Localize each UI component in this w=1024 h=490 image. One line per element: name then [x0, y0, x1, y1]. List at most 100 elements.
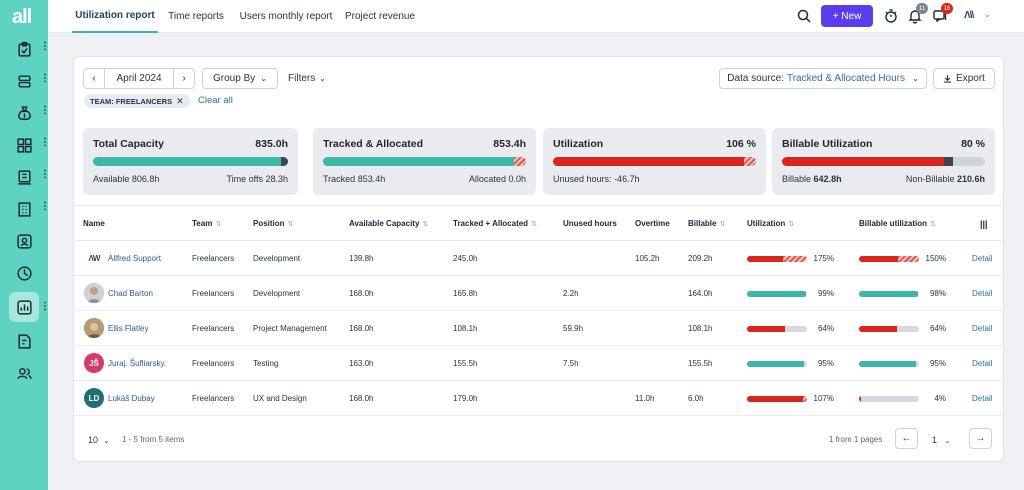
page-size-select[interactable]: 10 ⌄ — [88, 435, 109, 445]
tab-time-reports[interactable]: Time reports — [168, 11, 224, 22]
previous-page-button[interactable]: ← — [895, 428, 918, 449]
non-billable-marker — [944, 157, 953, 166]
summary-right-label: Time offs — [226, 174, 263, 184]
search-icon[interactable] — [795, 7, 813, 25]
data-source-dropdown[interactable]: Data source: Tracked & Allocated Hours ⌄ — [719, 68, 927, 89]
column-header-name[interactable]: Name — [83, 219, 105, 228]
sidebar-item-time[interactable] — [9, 258, 39, 288]
chat-icon[interactable]: 16 — [931, 3, 953, 25]
new-button[interactable]: + New — [821, 5, 873, 27]
team-cell: Freelancers — [192, 254, 235, 263]
more-icon[interactable]: ⋮ — [40, 73, 50, 84]
previous-month-button[interactable]: ‹ — [83, 68, 105, 89]
user-name-link[interactable]: Allfred Support — [108, 254, 161, 263]
billable-utilization-bar — [859, 291, 919, 297]
column-label: Team — [192, 219, 213, 228]
stopwatch-icon[interactable] — [882, 7, 900, 25]
available-segment — [93, 157, 282, 166]
filters-label: Filters — [288, 73, 316, 84]
billable-utilization-percent: 95% — [929, 359, 946, 368]
more-icon[interactable]: ⋮ — [40, 169, 50, 180]
group-by-label: Group By — [213, 73, 256, 84]
tab-users-monthly-report[interactable]: Users monthly report — [239, 11, 333, 22]
table-row[interactable]: LD Lukáš Dubay Freelancers UX and Design… — [74, 381, 1003, 416]
more-icon[interactable]: ⋮ — [40, 301, 50, 312]
sidebar-item-documents[interactable] — [9, 326, 39, 356]
team-cell: Freelancers — [192, 359, 235, 368]
chevron-down-icon: ⌄ — [260, 74, 267, 83]
tab-project-revenue[interactable]: Project revenue — [344, 11, 416, 22]
column-header-team[interactable]: Team ⇅ — [192, 219, 221, 228]
tab-utilization-report[interactable]: Utilization report — [72, 0, 158, 33]
time-off-segment — [281, 157, 288, 166]
position-cell: Project Management — [253, 324, 327, 333]
bell-icon[interactable]: 11 — [906, 3, 928, 25]
table-row[interactable]: Ellis Flatley Freelancers Project Manage… — [74, 311, 1003, 346]
pages-count: 1 from 1 pages — [829, 435, 883, 444]
billable-cell: 108.1h — [688, 324, 713, 333]
billable-bar — [782, 157, 985, 166]
next-page-button[interactable]: → — [969, 428, 992, 449]
invoice-icon — [17, 169, 31, 185]
detail-link[interactable]: Detail — [972, 254, 993, 263]
chevron-down-icon[interactable]: ⌄ — [984, 10, 991, 19]
more-icon[interactable]: ⋮ — [40, 137, 50, 148]
detail-link[interactable]: Detail — [972, 394, 993, 403]
filters-dropdown[interactable]: Filters ⌄ — [284, 68, 330, 89]
sidebar-item-tasks[interactable] — [9, 34, 39, 64]
column-header-position[interactable]: Position ⇅ — [253, 219, 293, 228]
column-header-utilization[interactable]: Utilization ⇅ — [747, 219, 794, 228]
sort-icon: ⇅ — [215, 221, 222, 228]
more-icon[interactable]: ⋮ — [40, 41, 50, 52]
sidebar-item-invoices[interactable] — [9, 162, 39, 192]
detail-link[interactable]: Detail — [972, 289, 993, 298]
user-name-link[interactable]: Juraj. Šufliarsky. — [108, 359, 167, 368]
avatar: ΛW — [84, 248, 104, 268]
table-row[interactable]: JŠ Juraj. Šufliarsky. Freelancers Testin… — [74, 346, 1003, 381]
detail-link[interactable]: Detail — [972, 324, 993, 333]
user-name-link[interactable]: Lukáš Dubay — [108, 394, 155, 403]
user-name-link[interactable]: Chad Barton — [108, 289, 153, 298]
sidebar-item-buildings[interactable] — [9, 194, 39, 224]
close-icon[interactable]: ✕ — [176, 95, 184, 106]
summary-left-label: Tracked — [323, 174, 356, 184]
period-picker[interactable]: April 2024 — [104, 68, 174, 89]
more-icon[interactable]: ⋮ — [40, 105, 50, 116]
bar-chart-icon — [16, 299, 32, 315]
utilization-percent: 107% — [813, 394, 834, 403]
sidebar-item-users[interactable] — [9, 358, 39, 388]
team-cell: Freelancers — [192, 324, 235, 333]
sidebar-item-reports[interactable] — [9, 292, 39, 322]
column-header-tracked-allocated[interactable]: Tracked + Allocated ⇅ — [453, 219, 537, 228]
position-cell: UX and Design — [253, 394, 307, 403]
user-name-link[interactable]: Ellis Flatley — [108, 324, 149, 333]
sidebar-item-people[interactable] — [9, 226, 39, 256]
sidebar-item-finance[interactable] — [9, 98, 39, 128]
sidebar-item-dashboard[interactable] — [9, 130, 39, 160]
filter-chip-team[interactable]: TEAM: FREELANCERS ✕ — [84, 94, 190, 108]
next-month-button[interactable]: › — [173, 68, 195, 89]
column-label: Available Capacity — [349, 219, 420, 228]
column-settings-icon[interactable]: ||| — [980, 219, 988, 229]
table-row[interactable]: Chad Barton Freelancers Development 168.… — [74, 276, 1003, 311]
column-header-unused-hours[interactable]: Unused hours — [563, 219, 617, 228]
team-cell: Freelancers — [192, 394, 235, 403]
export-label: Export — [956, 73, 985, 84]
summary-left-value: 806.8h — [131, 174, 160, 184]
page-select[interactable]: 1 ⌄ — [932, 435, 950, 445]
table-row[interactable]: ΛW Allfred Support Freelancers Developme… — [74, 241, 1003, 276]
sidebar-item-stack[interactable] — [9, 66, 39, 96]
detail-link[interactable]: Detail — [972, 359, 993, 368]
group-by-dropdown[interactable]: Group By ⌄ — [202, 68, 278, 89]
workspace-logo[interactable]: Λ\\ — [964, 10, 974, 21]
clear-all-link[interactable]: Clear all — [198, 95, 233, 106]
available-cell: 168.0h — [349, 289, 374, 298]
more-icon[interactable]: ⋮ — [40, 201, 50, 212]
export-button[interactable]: Export — [933, 68, 995, 89]
column-header-overtime[interactable]: Overtime — [635, 219, 670, 228]
summary-right: Time offs 28.3h — [226, 174, 288, 184]
document-gear-icon — [17, 333, 31, 349]
column-header-billable[interactable]: Billable ⇅ — [688, 219, 725, 228]
column-header-billable-utilization[interactable]: Billable utilization ⇅ — [859, 219, 936, 228]
column-header-available-capacity[interactable]: Available Capacity ⇅ — [349, 219, 428, 228]
